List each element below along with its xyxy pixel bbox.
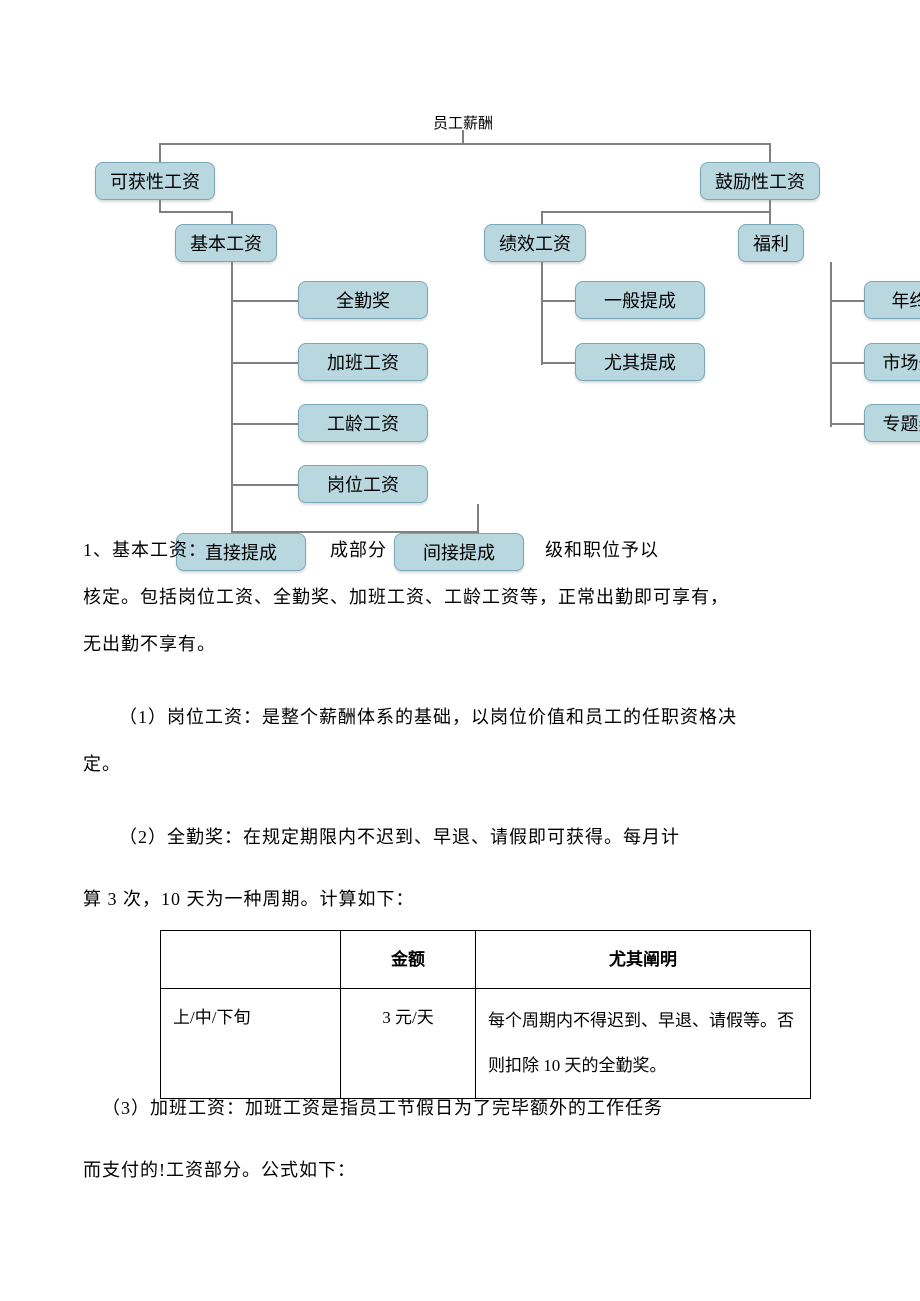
node-fuli: 福利 bbox=[738, 224, 804, 262]
table-header-row: 金额 尤其阐明 bbox=[161, 931, 811, 989]
node-youqi: 尤其提成 bbox=[575, 343, 705, 381]
connector-line bbox=[541, 211, 543, 225]
para1-line1c: 级和职位予以 bbox=[545, 527, 659, 574]
para4-line1: （3）加班工资：加班工资是指员工节假日为了完毕额外的工作任务 bbox=[102, 1085, 663, 1132]
para2-line1: （1）岗位工资：是整个薪酬体系的基础，以岗位价值和员工的任职资格决 bbox=[119, 694, 737, 741]
connector-line bbox=[769, 143, 771, 163]
node-yiban: 一般提成 bbox=[575, 281, 705, 319]
node-jiaban: 加班工资 bbox=[298, 343, 428, 381]
connector-line bbox=[231, 211, 233, 225]
connector-line bbox=[231, 300, 299, 302]
node-gangwei: 岗位工资 bbox=[298, 465, 428, 503]
node-gongling: 工龄工资 bbox=[298, 404, 428, 442]
connector-line bbox=[830, 262, 832, 427]
node-zhuanti: 专题奖 bbox=[864, 404, 920, 442]
table-cell: 上/中/下旬 bbox=[161, 989, 341, 1098]
connector-line bbox=[830, 423, 865, 425]
connector-line bbox=[769, 211, 771, 225]
node-jiben: 基本工资 bbox=[175, 224, 277, 262]
para3-line2: 算 3 次，10 天为一种周期。计算如下： bbox=[83, 876, 415, 923]
document-page: 员工薪酬 可获性工资 鼓励性工资 基本工资 绩效工资 福利 全勤奖 加班工资 工… bbox=[0, 0, 920, 1301]
connector-line bbox=[541, 262, 543, 365]
connector-line bbox=[159, 143, 771, 145]
connector-line bbox=[541, 300, 576, 302]
connector-line bbox=[830, 362, 865, 364]
para1-line3: 无出勤不享有。 bbox=[83, 621, 216, 668]
node-guli: 鼓励性工资 bbox=[700, 162, 820, 200]
connector-line bbox=[541, 211, 771, 213]
table-header: 尤其阐明 bbox=[476, 931, 811, 989]
connector-line bbox=[231, 484, 299, 486]
para1-line1b: 成部分 bbox=[330, 527, 387, 574]
table-cell: 3 元/天 bbox=[341, 989, 476, 1098]
node-quanqin: 全勤奖 bbox=[298, 281, 428, 319]
attendance-table: 金额 尤其阐明 上/中/下旬 3 元/天 每个周期内不得迟到、早退、请假等。否则… bbox=[160, 930, 811, 1099]
table-header: 金额 bbox=[341, 931, 476, 989]
connector-line bbox=[159, 211, 233, 213]
connector-line bbox=[159, 143, 161, 163]
para1-line1a: 1、基本工资： bbox=[83, 527, 207, 574]
para4-line2: 而支付的!工资部分。公式如下： bbox=[83, 1147, 356, 1194]
para3-line1: （2）全勤奖：在规定期限内不迟到、早退、请假即可获得。每月计 bbox=[119, 814, 680, 861]
node-shichang: 市场开 bbox=[864, 343, 920, 381]
connector-line bbox=[477, 504, 479, 532]
connector-line bbox=[541, 362, 576, 364]
connector-line bbox=[462, 130, 464, 144]
table-header bbox=[161, 931, 341, 989]
table-cell: 每个周期内不得迟到、早退、请假等。否则扣除 10 天的全勤奖。 bbox=[476, 989, 811, 1098]
connector-line bbox=[231, 362, 299, 364]
node-jixiao: 绩效工资 bbox=[484, 224, 586, 262]
node-jianjie: 间接提成 bbox=[394, 533, 524, 571]
table-row: 上/中/下旬 3 元/天 每个周期内不得迟到、早退、请假等。否则扣除 10 天的… bbox=[161, 989, 811, 1098]
connector-line bbox=[231, 423, 299, 425]
node-nianzhong: 年终 bbox=[864, 281, 920, 319]
connector-line bbox=[830, 300, 865, 302]
para1-line2: 核定。包括岗位工资、全勤奖、加班工资、工龄工资等，正常出勤即可享有， bbox=[83, 574, 729, 621]
para2-line2: 定。 bbox=[83, 741, 121, 788]
connector-line bbox=[231, 262, 233, 532]
node-kehuaxing: 可获性工资 bbox=[95, 162, 215, 200]
